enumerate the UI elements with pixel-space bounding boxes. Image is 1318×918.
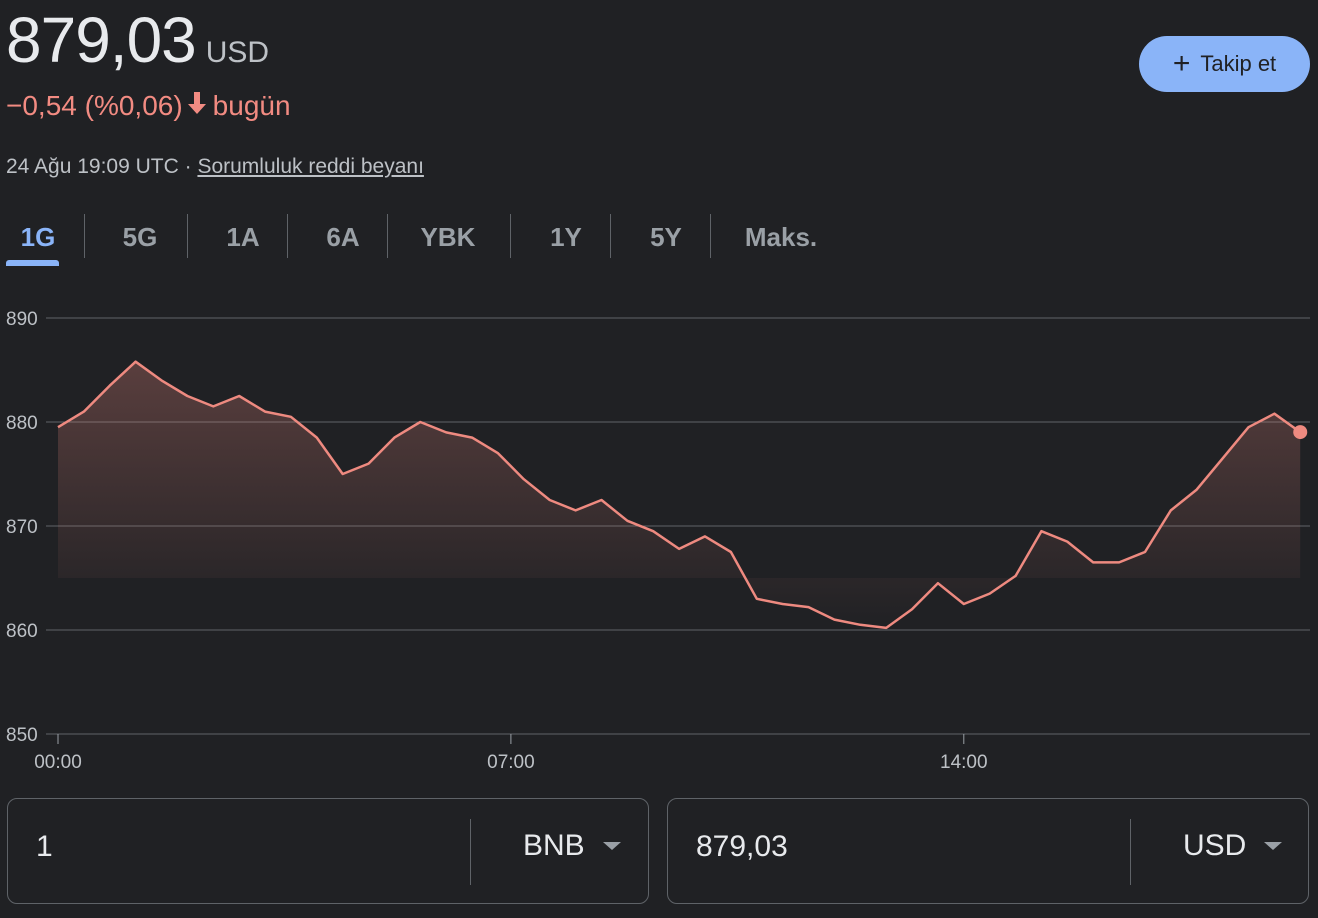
to-amount-input[interactable] — [694, 829, 1098, 865]
tab-divider — [610, 214, 611, 258]
timestamp: 24 Ağu 19:09 UTC · — [6, 155, 192, 178]
price-row: 879,03 USD — [6, 8, 269, 72]
price-area — [58, 361, 1301, 628]
arrow-down-icon — [187, 90, 207, 122]
converter-divider — [1130, 819, 1131, 885]
to-currency-select[interactable]: USD — [1183, 829, 1283, 863]
tab-divider — [287, 214, 288, 258]
dropdown-caret-icon — [1264, 842, 1283, 850]
tab-divider — [187, 214, 188, 258]
tab-max[interactable]: Maks. — [744, 221, 818, 252]
x-tick-label: 07:00 — [487, 752, 535, 773]
tab-divider — [387, 214, 388, 258]
price-line — [57, 360, 1301, 630]
follow-label: Takip et — [1200, 51, 1277, 76]
from-currency-label: BNB — [523, 829, 585, 862]
tab-ybk[interactable]: YBK — [420, 221, 476, 252]
tab-divider — [510, 214, 511, 258]
price-chart[interactable]: 850 860 870 880 890 00:00 07:00 14:00 — [0, 290, 1318, 780]
y-tick-label: 890 — [6, 309, 38, 330]
converter-divider — [470, 819, 471, 885]
tab-1a[interactable]: 1A — [226, 221, 260, 252]
tab-5g[interactable]: 5G — [122, 221, 158, 252]
tab-1g[interactable]: 1G — [20, 221, 56, 252]
price-change: −0,54 (%0,06) bugün — [6, 90, 291, 122]
y-tick-label: 850 — [6, 725, 38, 746]
active-tab-indicator — [6, 260, 59, 266]
current-price: 879,03 — [6, 4, 197, 76]
tab-5y[interactable]: 5Y — [650, 221, 682, 252]
follow-button[interactable]: + Takip et — [1139, 36, 1310, 92]
x-tick-label: 14:00 — [940, 752, 988, 773]
dropdown-caret-icon — [602, 842, 621, 850]
current-price-marker — [1293, 425, 1308, 440]
plus-icon: + — [1172, 47, 1191, 80]
change-value: −0,54 (%0,06) — [6, 90, 183, 121]
tab-6a[interactable]: 6A — [326, 221, 360, 252]
converter-to: USD — [667, 798, 1309, 904]
disclaimer-link[interactable]: Sorumluluk reddi beyanı — [197, 155, 424, 178]
y-tick-label: 860 — [6, 621, 38, 642]
tab-divider — [84, 214, 85, 258]
tab-1y[interactable]: 1Y — [550, 221, 582, 252]
from-currency-select[interactable]: BNB — [523, 829, 621, 863]
change-period: bugün — [212, 90, 291, 121]
converter-from: BNB — [7, 798, 649, 904]
timestamp-row: 24 Ağu 19:09 UTC · Sorumluluk reddi beya… — [6, 155, 424, 179]
to-currency-label: USD — [1183, 829, 1247, 862]
tab-divider — [710, 214, 711, 258]
y-tick-label: 880 — [6, 413, 38, 434]
price-currency: USD — [205, 36, 270, 69]
x-tick-label: 00:00 — [34, 752, 82, 773]
from-amount-input[interactable] — [34, 829, 438, 865]
y-tick-label: 870 — [6, 517, 38, 538]
